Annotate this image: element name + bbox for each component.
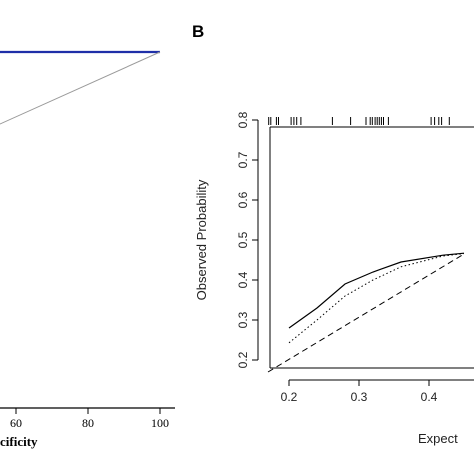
panel-b-calibration: B Observed Probability 0.2 0.3 0.4 0.5 0.6 0.… <box>192 22 474 446</box>
panel-b-x-tick-label: 0.3 <box>351 390 368 404</box>
panel-b-x-tick-label: 0.4 <box>421 390 438 404</box>
panel-b-ideal-line <box>267 253 465 373</box>
panel-b-x-axis-label: Expect <box>418 431 458 446</box>
panel-a-x-axis-label: cificity <box>0 434 38 449</box>
panel-b-y-tick-label: 0.4 <box>236 271 250 288</box>
panel-b-apparent-curve <box>288 253 465 344</box>
panel-b-y-axis-label: Observed Probability <box>194 179 209 300</box>
panel-b-label: B <box>192 22 204 41</box>
panel-a-x-tick-label: 80 <box>82 416 94 430</box>
panel-b-y-tick-label: 0.6 <box>236 191 250 208</box>
panel-b-bias-corrected-curve <box>288 252 465 329</box>
panel-a-x-tick-label: 60 <box>10 416 22 430</box>
panel-a-reference-line <box>0 51 161 125</box>
panel-b-y-tick-label: 0.5 <box>236 231 250 248</box>
panel-a-roc: 60 80 100 cificity <box>0 50 175 449</box>
panel-b-y-tick-label: 0.3 <box>236 311 250 328</box>
panel-b-y-tick-label: 0.2 <box>236 351 250 368</box>
panel-b-x-tick-label: 0.2 <box>281 390 298 404</box>
panel-b-y-tick-label: 0.7 <box>236 151 250 168</box>
panel-b-y-tick-label: 0.8 <box>236 111 250 128</box>
panel-a-x-tick-label: 100 <box>151 416 169 430</box>
panel-a-roc-curve <box>0 50 160 54</box>
